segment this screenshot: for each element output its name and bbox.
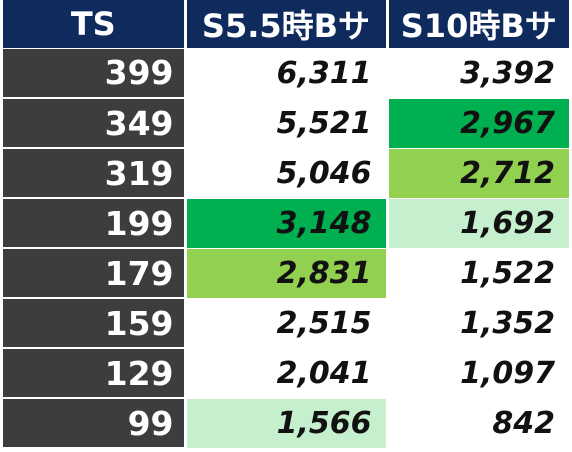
s55-cell: 2,041 xyxy=(183,347,387,398)
table-row: 159 2,515 1,352 xyxy=(3,297,569,349)
ts-cell: 319 xyxy=(3,147,185,199)
s55-cell: 6,311 xyxy=(183,47,387,98)
s10-cell: 2,712 xyxy=(385,147,569,198)
s55-cell: 2,515 xyxy=(183,297,387,348)
s10-cell: 2,967 xyxy=(385,97,569,148)
table-header: TS S5.5時Bサ S10時Bサ xyxy=(3,0,569,48)
ts-cell: 349 xyxy=(3,97,185,149)
table-body: 399 6,311 3,392 349 5,521 2,967 319 5,046 2,712 1… xyxy=(3,47,569,449)
table-row: 179 2,831 1,522 xyxy=(3,247,569,299)
s55-cell: 5,521 xyxy=(183,97,387,148)
ts-cell: 399 xyxy=(3,47,185,99)
header-s55: S5.5時Bサ xyxy=(185,0,389,48)
table-row: 129 2,041 1,097 xyxy=(3,347,569,399)
header-row: TS S5.5時Bサ S10時Bサ xyxy=(3,0,569,48)
s55-cell: 1,566 xyxy=(183,397,387,448)
s55-cell: 5,046 xyxy=(183,147,387,198)
table-row: 349 5,521 2,967 xyxy=(3,97,569,149)
ts-cell: 179 xyxy=(3,247,185,299)
header-s10: S10時Bサ xyxy=(387,0,569,48)
s10-cell: 3,392 xyxy=(385,47,569,98)
s55-cell: 2,831 xyxy=(183,247,387,298)
ts-cell: 99 xyxy=(3,397,185,449)
ts-comparison-table: TS S5.5時Bサ S10時Bサ 399 6,311 3,392 349 5,521 2… xyxy=(3,0,569,449)
s10-cell: 842 xyxy=(385,397,569,448)
s10-cell: 1,522 xyxy=(385,247,569,298)
table-row: 319 5,046 2,712 xyxy=(3,147,569,199)
s10-cell: 1,352 xyxy=(385,297,569,348)
table-row: 399 6,311 3,392 xyxy=(3,47,569,99)
header-ts: TS xyxy=(3,0,187,48)
s10-cell: 1,692 xyxy=(385,197,569,248)
table-row: 199 3,148 1,692 xyxy=(3,197,569,249)
ts-cell: 199 xyxy=(3,197,185,249)
s55-cell: 3,148 xyxy=(183,197,387,248)
table-row: 99 1,566 842 xyxy=(3,397,569,449)
ts-cell: 159 xyxy=(3,297,185,349)
ts-cell: 129 xyxy=(3,347,185,399)
s10-cell: 1,097 xyxy=(385,347,569,398)
